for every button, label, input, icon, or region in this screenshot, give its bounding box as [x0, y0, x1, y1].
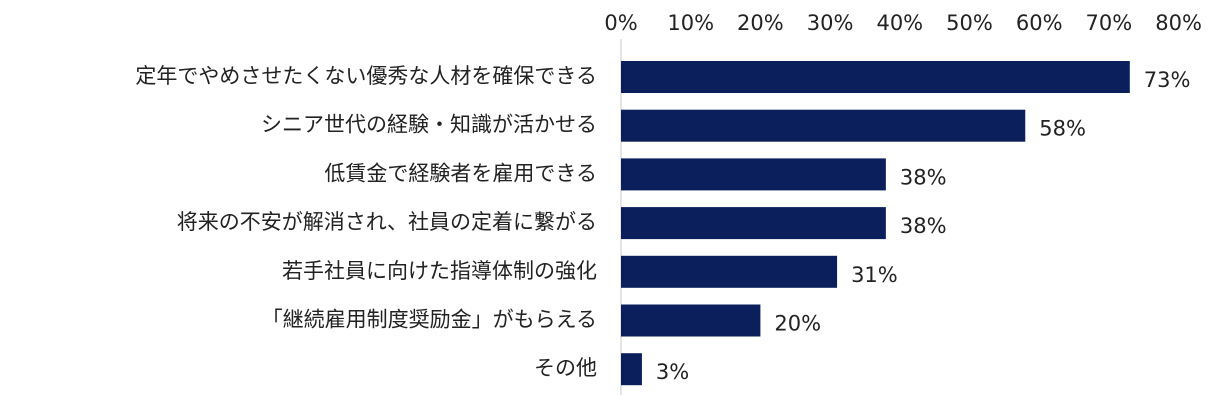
- x-tick-label: 70%: [1086, 11, 1133, 35]
- bar: [621, 255, 838, 288]
- bars: [621, 61, 1130, 386]
- x-tick-label: 30%: [807, 11, 854, 35]
- category-label: その他: [534, 356, 597, 380]
- category-label: 低賃金で経験者を雇用できる: [324, 161, 597, 185]
- x-tick-label: 60%: [1016, 11, 1063, 35]
- value-label: 38%: [900, 165, 947, 189]
- bar: [621, 207, 886, 240]
- x-tick-label: 50%: [946, 11, 993, 35]
- bar: [621, 158, 886, 191]
- value-label: 20%: [774, 312, 821, 336]
- value-label: 73%: [1144, 68, 1191, 92]
- bar: [621, 61, 1130, 93]
- x-tick-label: 10%: [667, 11, 714, 35]
- category-labels: 定年でやめさせたくない優秀な人材を確保できるシニア世代の経験・知識が活かせる低賃…: [135, 64, 597, 380]
- x-tick-label: 40%: [876, 11, 923, 35]
- category-label: シニア世代の経験・知識が活かせる: [261, 113, 597, 137]
- bar: [621, 304, 761, 337]
- bar: [621, 353, 642, 386]
- value-labels: 73% 58% 38% 38% 31% 20% 3%: [656, 68, 1191, 384]
- value-label: 31%: [851, 263, 898, 287]
- value-label: 38%: [900, 214, 947, 238]
- x-axis-ticks: 0% 10% 20% 30% 40% 50% 60% 70% 80%: [604, 11, 1202, 35]
- category-label: 定年でやめさせたくない優秀な人材を確保できる: [135, 64, 597, 88]
- x-tick-label: 80%: [1155, 11, 1202, 35]
- category-label: 若手社員に向けた指導体制の強化: [282, 259, 597, 283]
- x-tick-label: 0%: [604, 11, 637, 35]
- bar: [621, 109, 1026, 142]
- category-label: 将来の不安が解消され、社員の定着に繋がる: [177, 210, 597, 234]
- value-label: 58%: [1039, 117, 1086, 141]
- value-label: 3%: [656, 360, 689, 384]
- x-tick-label: 20%: [737, 11, 784, 35]
- category-label: 「継続雇用制度奨励金」がもらえる: [262, 308, 597, 332]
